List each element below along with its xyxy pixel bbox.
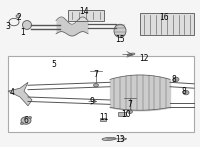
Text: 2: 2: [17, 13, 21, 22]
Circle shape: [128, 110, 132, 113]
Circle shape: [16, 15, 20, 18]
Text: 5: 5: [52, 60, 56, 69]
Circle shape: [94, 83, 98, 87]
Text: 10: 10: [121, 110, 131, 119]
Ellipse shape: [102, 137, 116, 140]
Text: 11: 11: [99, 113, 109, 122]
Ellipse shape: [127, 53, 135, 56]
Circle shape: [183, 90, 189, 95]
Ellipse shape: [114, 24, 126, 37]
Text: 8: 8: [172, 75, 176, 84]
Text: 7: 7: [94, 70, 98, 80]
Text: 13: 13: [115, 135, 125, 144]
Text: 8: 8: [182, 87, 186, 96]
Text: 4: 4: [10, 88, 14, 97]
Circle shape: [20, 122, 24, 125]
Circle shape: [173, 77, 179, 82]
Bar: [8, 56, 194, 132]
Ellipse shape: [22, 21, 32, 29]
Text: 14: 14: [79, 7, 89, 16]
Circle shape: [28, 116, 32, 119]
Text: 7: 7: [128, 100, 132, 109]
Text: 15: 15: [115, 35, 125, 44]
Text: 6: 6: [24, 116, 28, 125]
Polygon shape: [68, 10, 104, 21]
Bar: [118, 112, 126, 116]
Bar: [100, 118, 106, 121]
Polygon shape: [8, 82, 32, 106]
Text: 12: 12: [139, 54, 149, 63]
Text: 3: 3: [6, 22, 10, 31]
Text: 16: 16: [159, 13, 169, 22]
Text: 1: 1: [21, 28, 25, 37]
Text: 9: 9: [90, 97, 94, 106]
Polygon shape: [140, 13, 194, 35]
Circle shape: [21, 117, 31, 124]
